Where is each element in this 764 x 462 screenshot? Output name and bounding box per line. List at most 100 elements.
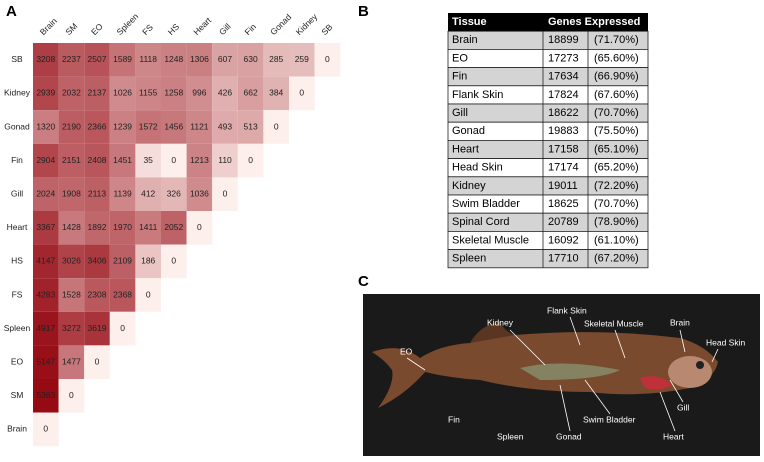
heatmap-cell bbox=[58, 379, 85, 413]
cell-value: 2904 bbox=[36, 155, 55, 165]
heatmap-cell bbox=[84, 76, 110, 111]
cell-value: 2032 bbox=[62, 88, 81, 98]
heatmap-cell bbox=[289, 43, 315, 77]
heatmap-cell bbox=[33, 311, 59, 346]
heatmap-cell bbox=[109, 278, 136, 312]
heatmap-cell bbox=[135, 76, 161, 111]
heatmap-cell bbox=[135, 278, 161, 312]
anatomy-label: Flank Skin bbox=[547, 305, 587, 315]
cell-value: 0 bbox=[274, 121, 279, 131]
heatmap-cell bbox=[289, 76, 315, 111]
cell-value: 384 bbox=[269, 88, 283, 98]
cell-value: 3208 bbox=[36, 54, 55, 64]
heatmap-cell bbox=[58, 311, 85, 346]
cell-value: 493 bbox=[218, 121, 232, 131]
heatmap-cell bbox=[109, 311, 136, 346]
column-label: EO bbox=[89, 21, 105, 37]
cell-value: 2151 bbox=[62, 155, 81, 165]
heatmap-cell bbox=[33, 345, 59, 379]
cell-value: 1026 bbox=[113, 88, 132, 98]
heatmap-cell bbox=[186, 43, 213, 77]
heatmap-cell bbox=[33, 379, 59, 413]
row-label: Gonad bbox=[4, 121, 30, 131]
cell-value: 1118 bbox=[139, 54, 157, 64]
heatmap-cell bbox=[109, 110, 136, 144]
heatmap-cell bbox=[135, 110, 161, 144]
tissue: Spinal Cord bbox=[452, 216, 509, 228]
heatmap-cell bbox=[186, 110, 213, 144]
cell-value: 1139 bbox=[113, 188, 132, 198]
cell-value: 630 bbox=[244, 54, 258, 64]
anatomy-label: Skeletal Muscle bbox=[584, 318, 644, 328]
heatmap-cell bbox=[109, 76, 136, 111]
anatomy-label: Heart bbox=[663, 431, 684, 441]
genes: 18622 bbox=[548, 107, 579, 119]
genes: 17824 bbox=[548, 89, 579, 101]
cell-value: 3619 bbox=[88, 323, 107, 333]
heatmap-cell bbox=[58, 43, 85, 77]
cell-value: 110 bbox=[218, 155, 232, 165]
column-label: Fin bbox=[243, 21, 259, 37]
heatmap-cell bbox=[84, 244, 110, 279]
genes: 18625 bbox=[548, 198, 579, 210]
heatmap-cell bbox=[84, 211, 110, 245]
heatmap-cell bbox=[212, 43, 238, 77]
row-label: Kidney bbox=[4, 88, 31, 98]
percent: (67.60%) bbox=[594, 89, 639, 101]
cell-value: 1411 bbox=[139, 222, 158, 232]
column-label: Brain bbox=[38, 16, 59, 37]
genes: 19883 bbox=[548, 125, 579, 137]
heatmap-cell bbox=[212, 177, 238, 211]
cell-value: 1213 bbox=[190, 155, 209, 165]
cell-value: 0 bbox=[325, 54, 330, 64]
cell-value: 607 bbox=[218, 54, 232, 64]
heatmap-cell bbox=[161, 143, 187, 178]
cell-value: 1258 bbox=[164, 88, 183, 98]
cell-value: 2052 bbox=[164, 222, 183, 232]
cell-value: 3406 bbox=[88, 256, 107, 266]
heatmap-cell bbox=[314, 43, 341, 77]
cell-value: 4283 bbox=[36, 289, 55, 299]
cell-value: 2109 bbox=[113, 256, 132, 266]
heatmap-cell bbox=[33, 278, 59, 312]
cell-value: 3367 bbox=[36, 222, 55, 232]
heatmap-cell bbox=[135, 43, 161, 77]
anatomy-label: Gonad bbox=[556, 431, 582, 441]
heatmap-cell bbox=[33, 143, 59, 178]
heatmap-cell bbox=[161, 76, 187, 111]
heatmap-cell bbox=[58, 177, 85, 211]
row-label: SB bbox=[11, 54, 23, 64]
heatmap-cell bbox=[161, 244, 187, 279]
heatmap-cell bbox=[237, 143, 264, 178]
cell-value: 1428 bbox=[62, 222, 81, 232]
cell-value: 1589 bbox=[113, 54, 132, 64]
percent: (72.20%) bbox=[594, 180, 639, 192]
heatmap-cell bbox=[84, 345, 110, 379]
anatomy-label: Swim Bladder bbox=[583, 414, 636, 424]
cell-value: 0 bbox=[95, 356, 100, 366]
row-label: FS bbox=[12, 289, 23, 299]
cell-value: 1451 bbox=[113, 155, 132, 165]
cell-value: 285 bbox=[269, 54, 283, 64]
percent: (65.10%) bbox=[594, 143, 639, 155]
heatmap-cell bbox=[84, 43, 110, 77]
cell-value: 2366 bbox=[88, 121, 107, 131]
percent: (70.70%) bbox=[594, 198, 639, 210]
heatmap-cell bbox=[237, 110, 264, 144]
cell-value: 1892 bbox=[88, 222, 107, 232]
tissue: EO bbox=[452, 52, 468, 64]
row-label: EO bbox=[11, 356, 24, 366]
row-label: HS bbox=[11, 256, 23, 266]
heatmap-cell bbox=[33, 110, 59, 144]
cell-value: 426 bbox=[218, 88, 232, 98]
tissue: Heart bbox=[452, 143, 479, 155]
heatmap-cell bbox=[58, 211, 85, 245]
cell-value: 996 bbox=[192, 88, 206, 98]
cell-value: 2507 bbox=[88, 54, 107, 64]
heatmap-cell bbox=[33, 177, 59, 211]
cell-value: 2408 bbox=[88, 155, 107, 165]
column-label: Gonad bbox=[268, 12, 293, 37]
anatomy-label: Kidney bbox=[487, 317, 514, 327]
cell-value: 0 bbox=[197, 222, 202, 232]
header-cell: Tissue bbox=[452, 16, 487, 28]
